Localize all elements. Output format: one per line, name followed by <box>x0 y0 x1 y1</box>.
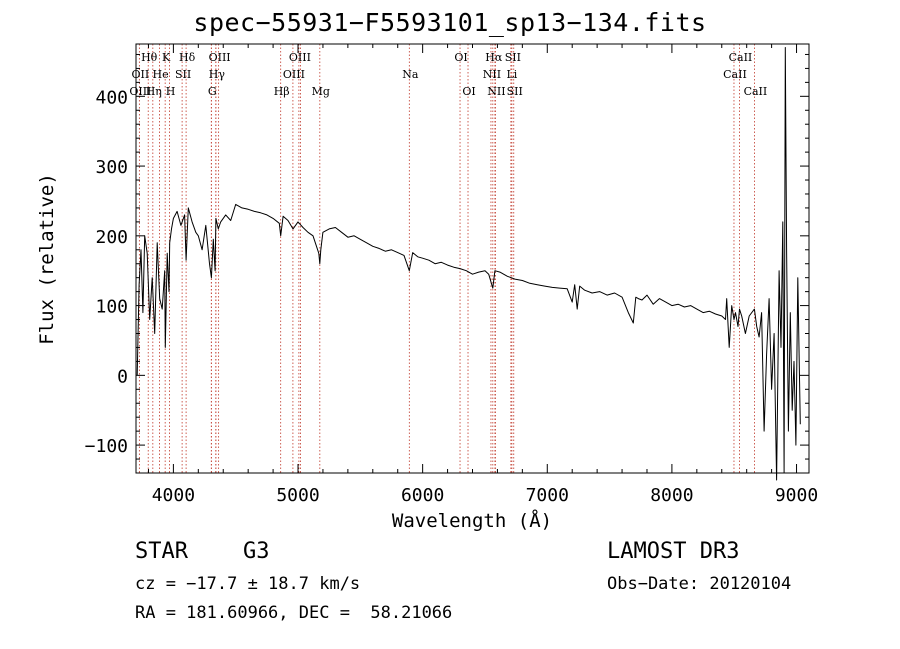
line-label: Na <box>402 68 419 81</box>
line-label: NII <box>487 85 505 98</box>
line-label: NII <box>483 68 501 81</box>
line-label: Hθ <box>141 51 158 64</box>
line-label: OIII <box>283 68 305 81</box>
axis-ticks: 4000 5000 6000 7000 8000 9000 −100 0 100 200 300 40… <box>85 44 818 506</box>
observation-date: Obs−Date: 20120104 <box>607 574 792 594</box>
redshift-cz: cz = −17.7 ± 18.7 km/s <box>135 574 361 594</box>
line-label: OI <box>454 51 467 64</box>
spectral-line-markers <box>138 44 755 473</box>
plot-frame <box>135 43 810 474</box>
line-label: SII <box>175 68 191 81</box>
line-label: Mg <box>312 85 330 98</box>
line-label: Hβ <box>274 85 290 98</box>
y-tick-label: 300 <box>95 157 128 178</box>
line-label: CaII <box>744 85 768 98</box>
spectrum-series <box>136 47 801 481</box>
spectrum-line <box>136 47 801 481</box>
chart-title: spec−55931−F5593101_sp13−134.fits <box>193 8 707 37</box>
line-label: CaII <box>729 51 753 64</box>
line-label: OI <box>462 85 475 98</box>
x-tick-label: 9000 <box>775 485 818 506</box>
survey-name: LAMOST DR3 <box>607 539 740 564</box>
x-tick-label: 6000 <box>401 485 444 506</box>
line-label: Hη <box>146 85 162 98</box>
line-label: Hγ <box>209 68 226 81</box>
x-tick-label: 4000 <box>152 485 195 506</box>
y-tick-label: 100 <box>95 297 128 318</box>
line-label: OIII <box>209 51 231 64</box>
line-label: He <box>153 68 169 81</box>
line-label: Hδ <box>179 51 196 64</box>
line-label: CaII <box>723 68 747 81</box>
line-label: SII <box>505 51 521 64</box>
y-axis-label: Flux (relative) <box>36 173 58 345</box>
line-label: SII <box>507 85 523 98</box>
line-label: H <box>166 85 176 98</box>
x-tick-label: 8000 <box>650 485 693 506</box>
x-tick-label: 5000 <box>276 485 319 506</box>
y-tick-label: −100 <box>85 436 128 457</box>
line-label: Hα <box>485 51 503 64</box>
line-label: OIII <box>289 51 311 64</box>
coordinates: RA = 181.60966, DEC = 58.21066 <box>135 603 453 623</box>
object-class: STAR <box>135 539 188 564</box>
line-label: OIII <box>129 85 151 98</box>
x-axis-label: Wavelength (Å) <box>391 510 553 532</box>
line-label: G <box>208 85 217 98</box>
line-label: OII <box>132 68 150 81</box>
line-label: Li <box>506 68 517 81</box>
y-tick-label: 200 <box>95 227 128 248</box>
object-subclass: G3 <box>243 539 270 564</box>
line-label: K <box>162 51 171 64</box>
y-tick-label: 0 <box>117 366 128 387</box>
y-tick-label: 400 <box>95 87 128 108</box>
x-tick-label: 7000 <box>526 485 569 506</box>
